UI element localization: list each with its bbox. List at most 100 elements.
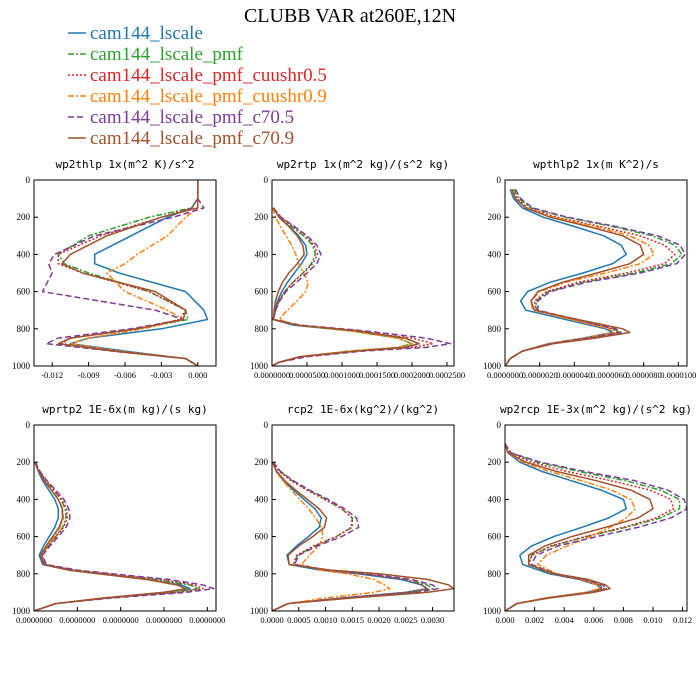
y-tick-label: 0 (497, 175, 502, 185)
series-line (505, 189, 645, 366)
series-line (505, 188, 683, 366)
x-tick-label: 0.0001000 (324, 370, 360, 380)
series-line (505, 188, 676, 366)
legend-label: cam144_lscale_pmf_c70.9 (90, 128, 294, 149)
y-tick-label: 600 (255, 287, 269, 297)
y-tick-label: 1000 (250, 606, 269, 616)
series-line (34, 461, 215, 611)
series-line (34, 461, 191, 611)
series-group (505, 443, 687, 611)
y-tick-label: 600 (17, 532, 31, 542)
x-tick-label: 0.0000020 (522, 370, 558, 380)
panel-title: wp2rcp 1E-3x(m^2 kg)/(s^2 kg) (500, 403, 692, 416)
x-tick-label: 0.0030 (421, 615, 444, 625)
x-tick-label: 0.0002500 (429, 370, 465, 380)
figure-title: CLUBB VAR at260E,12N (244, 5, 456, 27)
legend-label: cam144_lscale (90, 23, 203, 44)
panel-title: wpthlp2 1x(m K^2)/s (533, 158, 659, 171)
series-line (57, 180, 199, 366)
y-tick-label: 400 (17, 249, 31, 259)
series-line (505, 443, 681, 611)
y-tick-label: 800 (255, 569, 269, 579)
x-tick-label: 0.0000100 (660, 370, 696, 380)
series-line (57, 180, 199, 366)
x-tick-label: -0.006 (114, 370, 136, 380)
x-tick-label: -0.003 (150, 370, 172, 380)
x-tick-label: 0.0020 (367, 615, 390, 625)
y-tick-label: 0 (26, 175, 31, 185)
panel-title: wp2rtp 1x(m^2 kg)/(s^2 kg) (277, 158, 449, 171)
x-tick-label: 0.012 (673, 615, 692, 625)
series-line (34, 461, 187, 611)
series-group (272, 461, 454, 611)
panel-title: wp2thlp 1x(m^2 K)/s^2 (55, 158, 194, 171)
y-tick-label: 600 (488, 532, 502, 542)
legend-entry: cam144_lscale_pmf_cuushr0.9 (68, 86, 327, 107)
axes-frame (33, 424, 217, 612)
chart-panel: wp2thlp 1x(m^2 K)/s^2 0 200 400 600 800 1000 -0… (12, 158, 217, 380)
x-tick-label: 0.0000080 (626, 370, 662, 380)
y-tick-label: 800 (17, 324, 31, 334)
series-line (41, 180, 205, 366)
series-line (505, 443, 675, 611)
y-tick-label: 400 (488, 249, 502, 259)
y-tick-label: 800 (17, 569, 31, 579)
y-tick-label: 1000 (483, 361, 502, 371)
legend-entry: cam144_lscale_pmf_cuushr0.5 (68, 65, 327, 86)
x-tick-label: 0.0000000 (146, 615, 182, 625)
y-tick-label: 0 (26, 420, 31, 430)
x-tick-label: 0.0000060 (591, 370, 627, 380)
legend: cam144_lscalecam144_lscale_pmfcam144_lsc… (68, 23, 327, 149)
y-tick-label: 800 (488, 324, 502, 334)
chart-panel: rcp2 1E-6x(kg^2)/(kg^2) 0 200 400 600 800 1000… (250, 403, 455, 625)
y-tick-label: 1000 (12, 606, 31, 616)
x-tick-label: 0.0025 (394, 615, 417, 625)
legend-entry: cam144_lscale_pmf (68, 44, 244, 65)
legend-label: cam144_lscale_pmf_cuushr0.5 (90, 65, 327, 86)
x-tick-label: 0.0005 (287, 615, 310, 625)
series-line (34, 461, 204, 611)
y-tick-label: 200 (17, 212, 31, 222)
panel-title: rcp2 1E-6x(kg^2)/(kg^2) (287, 403, 439, 416)
x-tick-label: 0.0000000 (103, 615, 139, 625)
y-tick-label: 800 (255, 324, 269, 334)
axes-frame (271, 179, 455, 367)
chart-panel: wp2rcp 1E-3x(m^2 kg)/(s^2 kg) 0 200 400 600 8… (483, 403, 692, 625)
series-line (272, 207, 420, 366)
series-group (505, 188, 687, 366)
axes-frame (271, 424, 455, 612)
y-tick-label: 400 (255, 494, 269, 504)
x-tick-label: 0.000 (495, 615, 514, 625)
series-group (34, 461, 215, 611)
y-tick-label: 0 (497, 420, 502, 430)
legend-label: cam144_lscale_pmf_c70.5 (90, 107, 294, 128)
x-tick-label: 0.0000000 (189, 615, 225, 625)
series-line (505, 443, 687, 611)
chart-panel: wprtp2 1E-6x(m kg)/(s kg) 0 200 400 600 800 10… (12, 403, 225, 625)
y-tick-label: 0 (264, 175, 269, 185)
y-tick-label: 600 (488, 287, 502, 297)
x-tick-label: 0.0010 (314, 615, 337, 625)
y-tick-label: 400 (255, 249, 269, 259)
legend-label: cam144_lscale_pmf_cuushr0.9 (90, 86, 327, 107)
x-tick-label: 0.000 (188, 370, 207, 380)
x-tick-label: 0.006 (584, 615, 603, 625)
series-group (272, 207, 452, 366)
panel-title: wprtp2 1E-6x(m kg)/(s kg) (42, 403, 208, 416)
y-tick-label: 400 (488, 494, 502, 504)
x-tick-label: 0.0001500 (359, 370, 395, 380)
x-tick-label: 0.002 (525, 615, 544, 625)
y-tick-label: 200 (255, 212, 269, 222)
series-group (41, 180, 209, 366)
series-line (272, 207, 413, 366)
x-tick-label: -0.009 (78, 370, 100, 380)
series-line (505, 443, 636, 611)
x-tick-label: 0.0000040 (556, 370, 592, 380)
y-tick-label: 200 (488, 457, 502, 467)
y-tick-label: 200 (255, 457, 269, 467)
series-line (505, 188, 687, 366)
series-line (69, 180, 199, 366)
series-line (272, 461, 428, 611)
x-tick-label: 0.0000 (260, 615, 283, 625)
